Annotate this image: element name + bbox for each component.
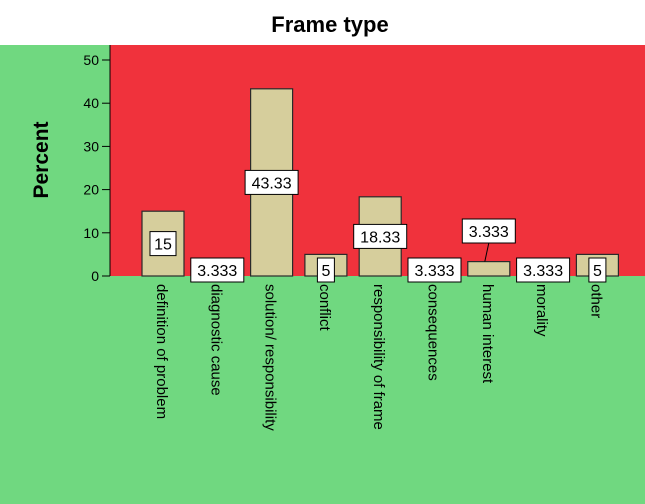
- category-label: conflict: [316, 284, 333, 332]
- y-tick-label: 50: [83, 52, 99, 68]
- y-axis-label: Percent: [30, 121, 53, 198]
- data-label-box: [588, 257, 607, 283]
- chart-title: Frame type: [271, 12, 388, 37]
- category-label: human interest: [479, 284, 496, 384]
- category-labels: definition of problem diagnostic cause sol…: [153, 284, 604, 431]
- data-label: 3.333: [523, 263, 563, 280]
- y-tick-label: 0: [91, 268, 99, 284]
- data-label: 3.333: [469, 224, 509, 241]
- data-label-box: [353, 223, 408, 249]
- category-label: diagnostic cause: [207, 284, 224, 396]
- category-label: morality: [533, 284, 550, 337]
- data-label-box: [149, 231, 177, 257]
- data-label-box: [190, 257, 245, 283]
- data-labels: 15 3.333 43.33 5 18.33 3.333 3.333 3.333 5: [149, 169, 607, 283]
- data-label: 5: [321, 263, 330, 280]
- category-label: definition of problem: [153, 284, 170, 419]
- category-label: consequences: [425, 284, 442, 381]
- y-tick-label: 40: [83, 95, 99, 111]
- y-tick-label: 10: [83, 225, 99, 241]
- data-label-box: [516, 257, 571, 283]
- data-label-box: [244, 169, 299, 195]
- data-label: 18.33: [360, 229, 400, 246]
- data-label: 15: [154, 237, 172, 254]
- y-axis: 0 10 20 30 40 50: [83, 45, 111, 284]
- data-label-box: [407, 257, 462, 283]
- bar: [467, 261, 511, 277]
- data-label-box: [461, 218, 516, 244]
- y-tick-label: 20: [83, 182, 99, 198]
- data-label: 5: [593, 263, 602, 280]
- y-tick-label: 30: [83, 138, 99, 154]
- category-label: responsibility of frame: [370, 284, 387, 430]
- data-label: 3.333: [414, 263, 454, 280]
- category-label: other: [587, 284, 604, 318]
- data-label: 3.333: [197, 263, 237, 280]
- data-label-box: [316, 257, 335, 283]
- data-label-leader: [484, 242, 490, 262]
- category-label: solution/ responsibility: [262, 284, 279, 431]
- data-label: 43.33: [252, 175, 292, 192]
